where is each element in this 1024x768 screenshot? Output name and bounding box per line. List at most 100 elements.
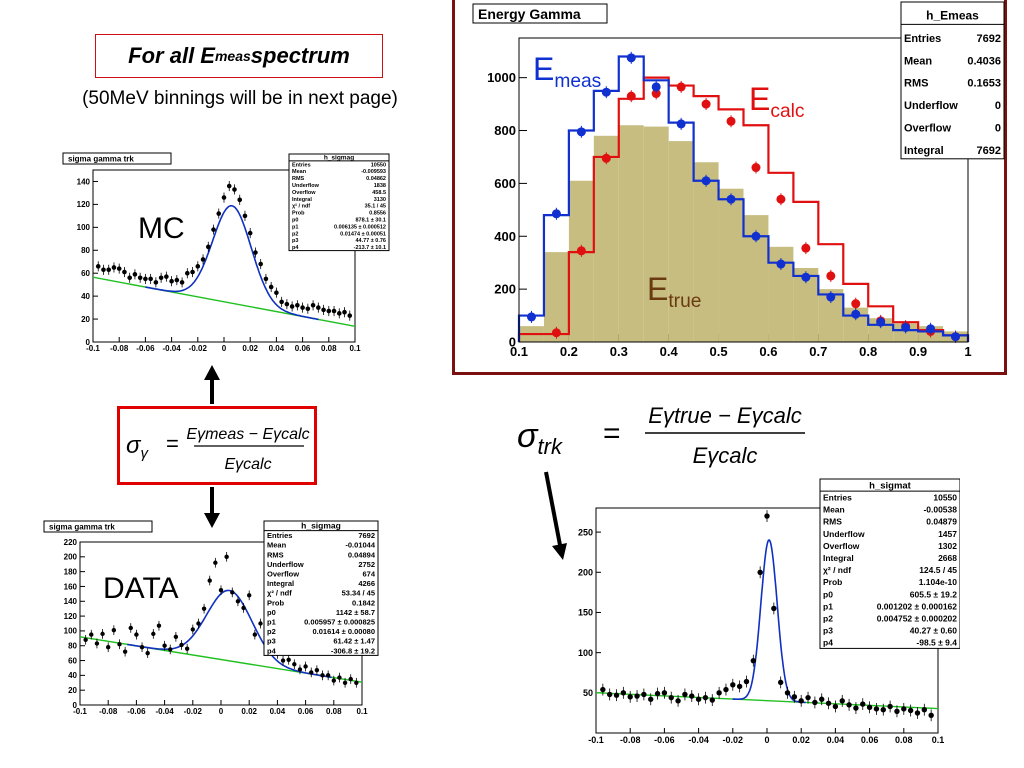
emeas-step-point <box>676 119 686 129</box>
stats-key: Overflow <box>292 190 316 196</box>
data-point <box>347 313 353 318</box>
sigma-trk-lhs: σtrk <box>517 417 563 459</box>
data-point <box>289 304 295 309</box>
ecalc-step-point <box>651 89 661 99</box>
x-tick-label: -0.04 <box>155 707 174 716</box>
stats-value: 7692 <box>358 531 375 540</box>
data-point <box>873 706 880 712</box>
y-tick-label: 20 <box>81 315 90 324</box>
stats-value: -98.5 ± 9.4 <box>916 638 957 648</box>
stats-value: 1457 <box>938 529 957 539</box>
stats-value: 1302 <box>938 541 957 551</box>
x-tick-label: 0.4 <box>660 344 679 359</box>
data-point <box>143 276 148 282</box>
data-point <box>132 272 138 277</box>
stats-key: RMS <box>292 176 305 182</box>
stats-value: 10550 <box>371 162 386 168</box>
stats-key: χ² / ndf <box>292 203 310 210</box>
stats-value: 0.8556 <box>369 211 386 217</box>
data-point <box>158 275 164 281</box>
data-point <box>316 305 321 310</box>
data-point <box>654 690 661 697</box>
data-point <box>179 642 184 648</box>
data-point <box>226 183 232 189</box>
data-point <box>648 696 654 702</box>
stats-key: Entries <box>823 493 852 503</box>
data-point <box>117 642 122 647</box>
data-point <box>111 627 117 633</box>
stats-value: 7692 <box>977 33 1001 45</box>
emeas-step-point <box>776 259 786 269</box>
heading-prefix: For all E <box>128 43 215 68</box>
stats-key: χ² / ndf <box>823 565 851 575</box>
data-point <box>216 211 222 216</box>
data-point <box>337 675 342 680</box>
x-tick-label: -0.1 <box>588 735 604 745</box>
data-point <box>221 195 227 200</box>
energy-gamma-chart: 0.1 0.2 0.3 0.4 0.5 0.6 0.7 0.8 0.9 1 0 200 400 600 80… <box>472 1 1005 359</box>
data-point <box>866 704 873 710</box>
emeas-step-point <box>626 53 636 63</box>
data-point <box>200 257 206 262</box>
stats-value: 1.104e-10 <box>919 577 958 587</box>
data-point <box>122 649 128 654</box>
data-point <box>805 694 811 701</box>
etrue-bar <box>568 180 594 342</box>
x-tick-label: 0.02 <box>241 707 257 716</box>
stats-value: -0.009593 <box>361 169 386 175</box>
data-point <box>106 267 112 273</box>
emeas-step-point <box>926 324 936 334</box>
data-point <box>94 641 100 646</box>
stats-value: 605.5 ± 19.2 <box>910 589 957 599</box>
data-point <box>321 307 326 313</box>
y-tick-label: 250 <box>578 527 593 537</box>
stats-key: p0 <box>292 217 298 223</box>
stats-value: 0.1842 <box>352 598 375 607</box>
data-point <box>128 625 133 631</box>
sigma-gamma-den: Eγcalc <box>224 456 271 473</box>
x-tick-label: 0.08 <box>895 735 913 745</box>
data-point <box>730 682 736 688</box>
data-point <box>101 267 106 273</box>
data-point <box>213 560 218 565</box>
x-tick-label: 0.6 <box>759 344 777 359</box>
data-point <box>185 270 190 276</box>
data-point <box>812 699 818 706</box>
stats-key: p3 <box>292 238 298 244</box>
data-point <box>122 269 127 275</box>
data-point <box>613 692 620 698</box>
x-tick-label: -0.08 <box>99 707 118 716</box>
stats-title: h_Emeas <box>926 8 979 22</box>
data-point <box>253 250 258 255</box>
ecalc-step-point <box>676 82 686 92</box>
stats-value: 61.42 ± 1.47 <box>333 637 375 646</box>
y-tick-label: 200 <box>64 553 78 562</box>
data-point <box>196 621 201 626</box>
stats-key: p1 <box>292 224 298 230</box>
y-tick-label: 120 <box>77 200 91 209</box>
stats-key: p4 <box>823 638 833 648</box>
data-point <box>887 703 893 710</box>
data-point <box>247 593 252 598</box>
stats-value: -0.00538 <box>923 505 957 515</box>
plot-frame-top <box>518 37 969 343</box>
data-point <box>230 590 235 595</box>
data-point <box>297 667 303 672</box>
stats-key: Underflow <box>292 183 320 189</box>
x-tick-label: 0.06 <box>298 707 314 716</box>
x-tick-label: 0.04 <box>270 707 286 716</box>
data-point <box>320 673 325 678</box>
chart-data-title: sigma gamma trk <box>49 523 115 532</box>
x-tick-label: 0.2 <box>560 344 578 359</box>
stats-key: Entries <box>292 162 311 168</box>
stats-key: p2 <box>267 627 276 636</box>
energy-title: Energy Gamma <box>478 6 581 22</box>
stats-key: p0 <box>823 589 833 599</box>
data-point <box>247 230 253 236</box>
stats-value: 0.01614 ± 0.00080 <box>312 627 375 636</box>
data-point <box>127 275 132 281</box>
data-point <box>205 244 211 250</box>
data-point <box>325 673 331 678</box>
data-point <box>702 694 709 701</box>
data-point <box>137 275 143 281</box>
